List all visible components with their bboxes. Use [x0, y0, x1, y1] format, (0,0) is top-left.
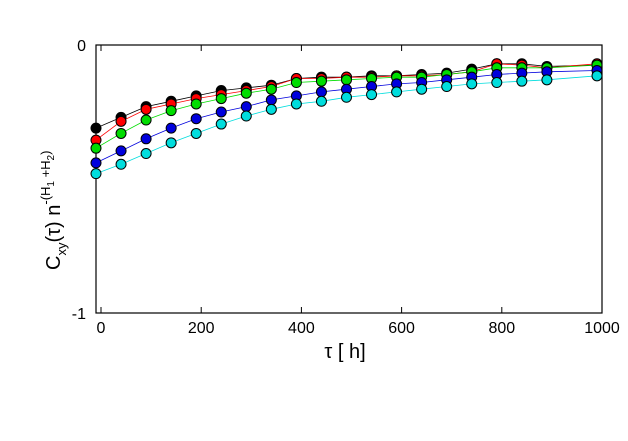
y-tick-label: -1	[72, 306, 86, 323]
data-point-series-2	[140, 114, 152, 126]
data-point-series-3	[265, 94, 277, 106]
data-point-series-4	[366, 89, 378, 101]
data-point-series-4	[290, 98, 302, 110]
y-label-sup: -(H	[38, 187, 53, 205]
x-tick-label: 0	[97, 320, 106, 337]
data-point-series-3	[315, 86, 327, 98]
data-point-series-1	[115, 115, 127, 127]
data-point-series-4	[115, 158, 127, 170]
data-point-series-2	[190, 98, 202, 110]
data-point-series-3	[215, 106, 227, 118]
data-point-series-3	[90, 157, 102, 169]
data-point-series-4	[315, 95, 327, 107]
data-point-series-4	[240, 110, 252, 122]
x-tick-label: 200	[188, 320, 215, 337]
data-point-series-2	[265, 83, 277, 95]
data-point-series-4	[190, 127, 202, 139]
y-label-sup-sub1: 1	[46, 181, 57, 187]
data-point-series-2	[315, 75, 327, 87]
data-point-series-4	[416, 83, 428, 95]
data-point-series-3	[190, 113, 202, 125]
data-point-series-4	[391, 86, 403, 98]
data-point-series-2	[90, 142, 102, 154]
data-point-series-3	[165, 122, 177, 134]
axes: 0 200 400 600 800 1000 0 -1	[72, 38, 620, 337]
data-point-series-3	[140, 133, 152, 145]
data-point-series-4	[441, 81, 453, 93]
data-point-series-4	[265, 103, 277, 115]
y-tick-label: 0	[77, 38, 86, 55]
data-point-series-2	[165, 105, 177, 117]
y-label-sup-end: )	[38, 151, 53, 155]
x-axis-label: τ [ h]	[324, 341, 365, 363]
series-points	[90, 58, 603, 180]
y-axis-label: Cxy(τ) n-(H1 +H2)	[38, 151, 69, 270]
data-point-series-2	[215, 93, 227, 105]
y-label-main: C	[43, 256, 65, 270]
data-point-series-2	[240, 87, 252, 99]
x-tick-label: 800	[488, 320, 515, 337]
x-tick-label: 600	[388, 320, 415, 337]
svg-text:Cxy(τ) n-(H1 +H2): Cxy(τ) n-(H1 +H2)	[38, 151, 69, 270]
data-point-series-2	[290, 77, 302, 89]
data-point-series-4	[340, 91, 352, 103]
y-label-mid: (τ) n	[43, 205, 65, 243]
data-point-series-4	[541, 74, 553, 86]
y-label-sup-sub2: 2	[46, 154, 57, 160]
data-point-series-3	[240, 101, 252, 113]
data-point-series-4	[90, 168, 102, 180]
x-tick-label: 400	[288, 320, 315, 337]
axis-labels: τ [ h] Cxy(τ) n-(H1 +H2)	[38, 151, 366, 363]
data-point-series-4	[215, 118, 227, 130]
data-point-series-4	[140, 148, 152, 160]
data-point-series-1	[140, 103, 152, 115]
data-point-series-2	[340, 74, 352, 86]
y-label-sub: xy	[54, 242, 69, 256]
data-point-series-4	[466, 78, 478, 90]
data-point-series-0	[90, 122, 102, 134]
y-label-sup-mid: +H	[38, 160, 53, 181]
data-point-series-3	[115, 145, 127, 157]
data-point-series-4	[516, 75, 528, 87]
data-point-series-4	[591, 70, 603, 82]
data-point-series-4	[165, 137, 177, 149]
data-point-series-4	[491, 77, 503, 89]
x-tick-label: 1000	[584, 320, 620, 337]
data-point-series-2	[115, 127, 127, 139]
